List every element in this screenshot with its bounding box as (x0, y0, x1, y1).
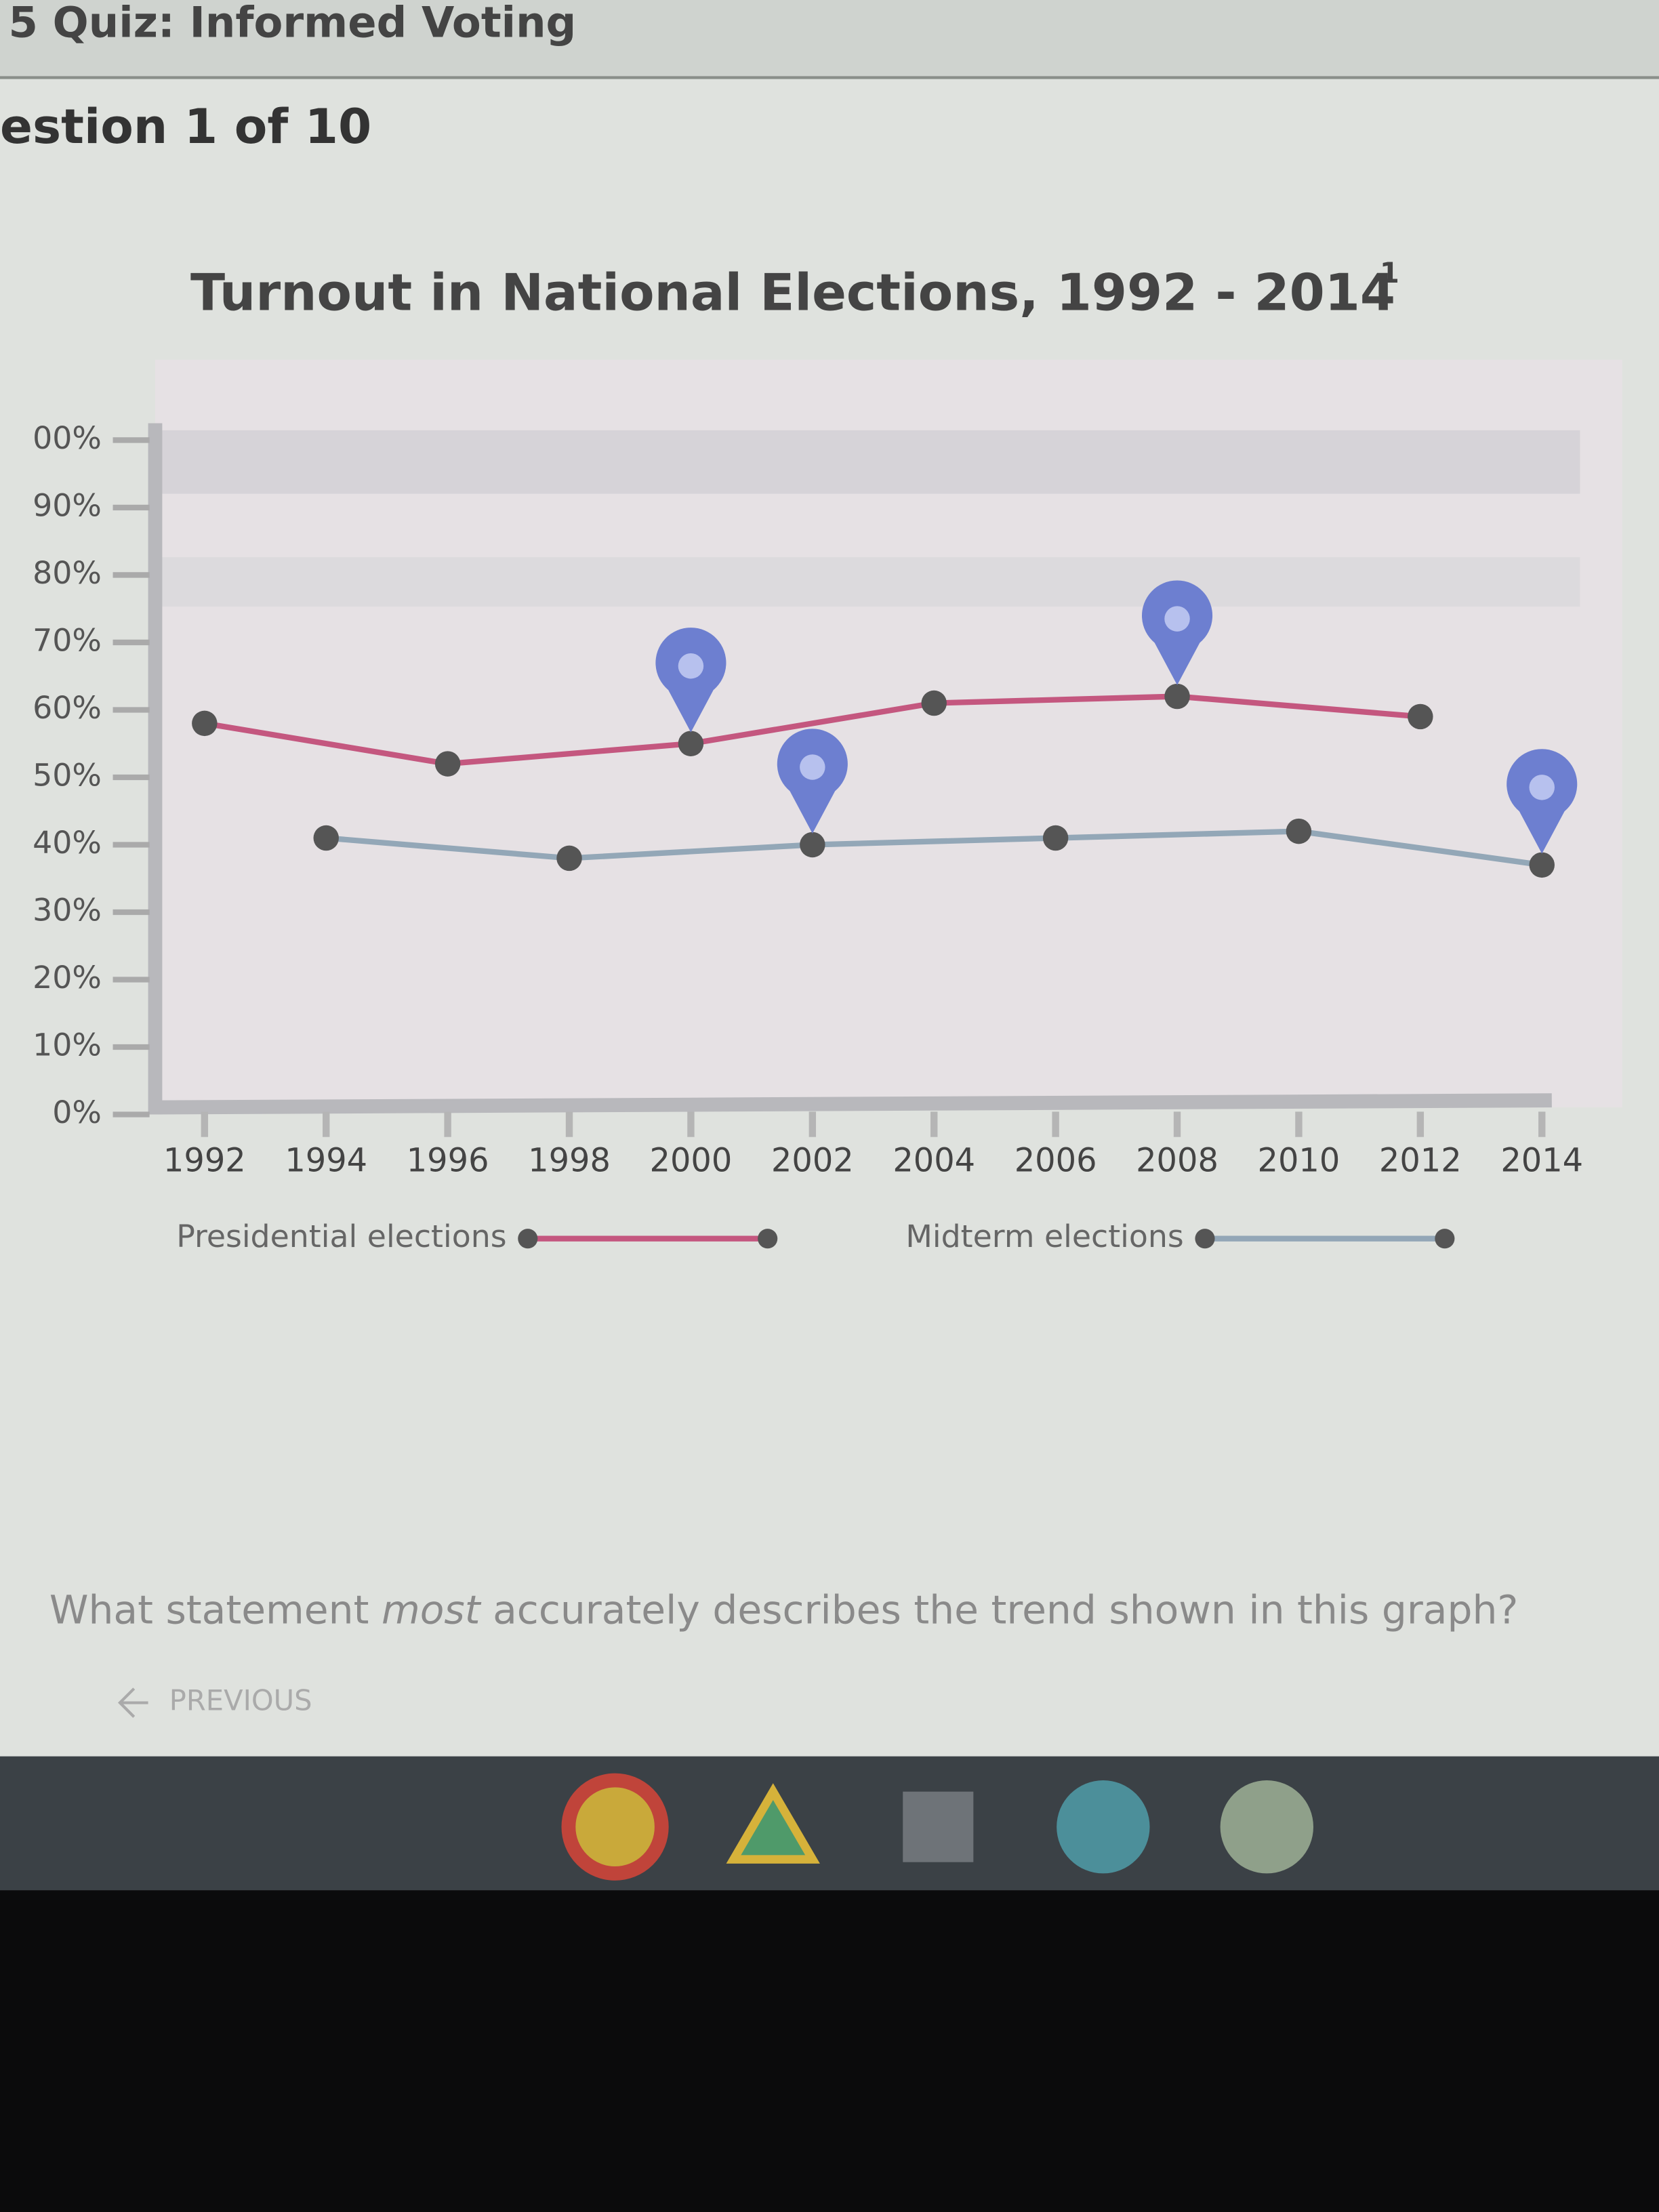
x-tick-label: 2006 (1015, 1142, 1097, 1179)
data-point (921, 690, 947, 716)
chart-title: Turnout in National Elections, 1992 - 20… (190, 263, 1395, 323)
data-point (1042, 825, 1069, 851)
plot-band (155, 430, 1580, 494)
data-point (1408, 703, 1433, 730)
data-point (800, 832, 825, 858)
data-point (556, 845, 582, 872)
series-line (325, 828, 1542, 868)
question-emphasis: most (382, 1586, 482, 1633)
map-pin (655, 628, 726, 733)
data-point (1164, 683, 1190, 710)
data-point (1529, 852, 1555, 878)
quiz-title: 5 Quiz: Informed Voting (8, 0, 576, 47)
y-tick-label: 80% (33, 554, 102, 591)
map-pin-dot (1164, 606, 1190, 632)
calculator-icon[interactable] (903, 1791, 974, 1862)
drive-icon[interactable] (726, 1783, 820, 1864)
y-tick-label: 90% (33, 487, 102, 523)
data-point (313, 825, 339, 851)
question-part: What statement (49, 1586, 382, 1633)
y-tick-label: 20% (33, 959, 102, 996)
meet-icon[interactable] (1057, 1780, 1150, 1874)
x-tick-label: 1992 (163, 1142, 246, 1179)
laptop-bezel (0, 1890, 1659, 2212)
map-pin-dot (1529, 775, 1555, 800)
series-line (204, 693, 1421, 767)
top-bar (0, 0, 1659, 78)
y-tick-label: 70% (33, 621, 102, 658)
taskbar (0, 1756, 1659, 1891)
question-part: accurately describes the trend shown in … (480, 1586, 1519, 1633)
legend-dot (758, 1229, 778, 1249)
map-pin-dot (800, 754, 825, 780)
legend-dot (518, 1229, 538, 1249)
x-tick-label: 2002 (771, 1142, 854, 1179)
x-tick-label: 2012 (1379, 1142, 1462, 1179)
play-icon[interactable] (1220, 1780, 1313, 1874)
plot-band (155, 557, 1580, 607)
title-footnote: 1 (1380, 256, 1399, 289)
data-point (434, 751, 461, 777)
legend-label: Midterm elections (905, 1218, 1183, 1254)
map-pin-dot (678, 653, 704, 679)
x-tick-label: 2010 (1258, 1142, 1340, 1179)
x-axis (155, 1093, 1552, 1115)
x-tick-label: 2000 (650, 1142, 733, 1179)
y-tick-label: 00% (33, 419, 102, 456)
x-tick-label: 1996 (407, 1142, 489, 1179)
data-point (192, 710, 218, 737)
map-pin (777, 729, 848, 834)
x-tick-label: 1994 (285, 1142, 367, 1179)
legend-label: Presidential elections (176, 1218, 506, 1254)
question-counter: estion 1 of 10 (0, 98, 371, 155)
map-pin (1141, 580, 1213, 685)
plot: 0% 10% 20% 30% 40% 50% 60% 70% 80% 90% 00% 1992 1994… (33, 419, 1583, 1254)
data-point (1286, 818, 1312, 844)
x-tick-label: 2008 (1136, 1142, 1218, 1179)
y-tick-label: 40% (33, 824, 102, 861)
previous-button[interactable]: PREVIOUS (117, 1684, 312, 1718)
y-tick-label: 10% (33, 1026, 102, 1063)
legend-dot (1195, 1229, 1215, 1249)
legend-dot (1435, 1229, 1455, 1249)
previous-label[interactable]: PREVIOUS (169, 1684, 312, 1717)
arrow-icon (117, 1687, 148, 1718)
map-pin (1507, 749, 1578, 854)
chrome-icon[interactable] (561, 1773, 669, 1881)
y-tick-label: 30% (33, 891, 102, 928)
question-text: What statement most accurately describes… (49, 1586, 1519, 1633)
x-tick-label: 2014 (1500, 1142, 1583, 1179)
x-tick-label: 2004 (893, 1142, 975, 1179)
y-tick-label: 0% (52, 1094, 102, 1130)
y-tick-label: 50% (33, 756, 102, 793)
data-point (678, 731, 704, 756)
y-tick-label: 60% (33, 689, 102, 726)
x-tick-label: 1998 (528, 1142, 611, 1179)
